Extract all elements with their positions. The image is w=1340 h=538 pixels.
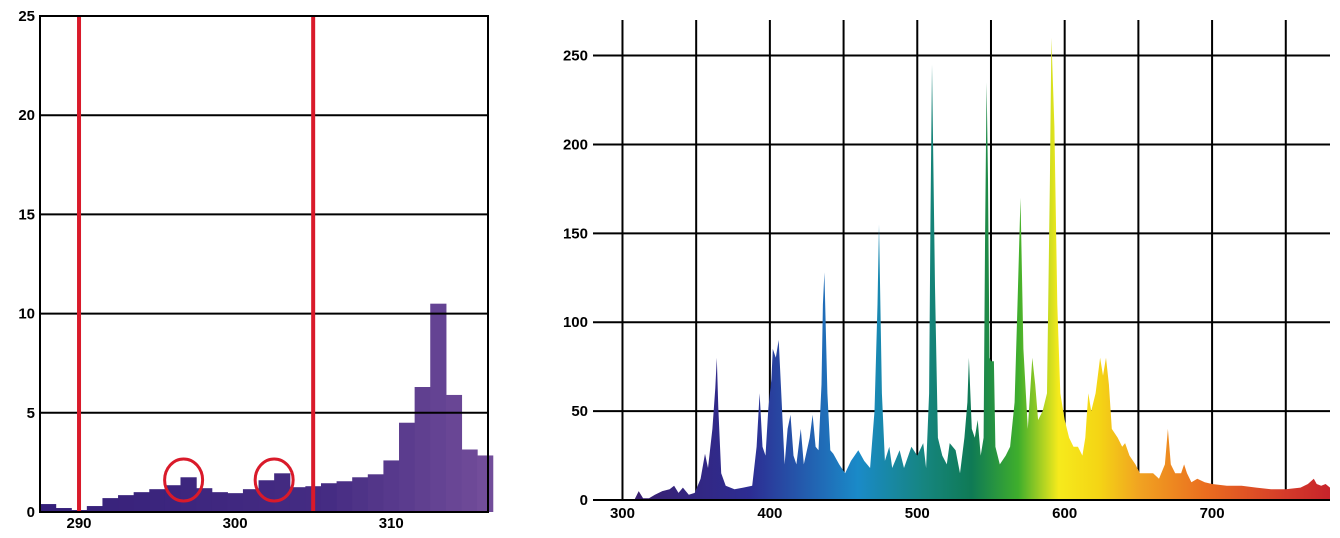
y-tick-label: 0 bbox=[580, 492, 588, 509]
y-tick-label: 10 bbox=[18, 306, 35, 323]
y-tick-label: 50 bbox=[571, 403, 588, 420]
histogram-bar bbox=[180, 477, 197, 512]
histogram-bar bbox=[461, 449, 478, 512]
left-chart-y-tick-labels: 0 5 10 15 20 25 bbox=[18, 8, 35, 521]
histogram-bar bbox=[196, 488, 213, 512]
left-histogram-chart: 0 5 10 15 20 25 290 300 310 bbox=[18, 8, 494, 532]
y-tick-label: 200 bbox=[563, 136, 588, 153]
x-tick-label: 500 bbox=[905, 505, 930, 522]
histogram-bar bbox=[477, 455, 494, 512]
histogram-bar bbox=[352, 477, 369, 512]
right-chart-gridlines bbox=[593, 20, 1330, 501]
histogram-bar bbox=[367, 474, 385, 512]
histogram-bar bbox=[55, 508, 72, 512]
right-chart-x-tick-labels: 300 400 500 600 700 bbox=[610, 505, 1225, 522]
histogram-bar bbox=[289, 487, 306, 512]
histogram-bar bbox=[320, 483, 338, 512]
y-tick-label: 100 bbox=[563, 314, 588, 331]
y-tick-label: 20 bbox=[18, 107, 35, 124]
left-chart-frame bbox=[39, 15, 489, 513]
histogram-bar bbox=[445, 394, 463, 512]
x-tick-label: 600 bbox=[1052, 505, 1077, 522]
right-spectrum-chart: 0 50 100 150 200 250 300 400 500 600 700 bbox=[563, 20, 1330, 522]
histogram-bar bbox=[40, 504, 57, 512]
histogram-bar bbox=[118, 495, 135, 512]
left-chart-highlight-circles bbox=[163, 457, 295, 503]
left-chart-x-tick-labels: 290 300 310 bbox=[67, 515, 404, 532]
highlight-circle bbox=[253, 457, 295, 503]
histogram-bar bbox=[149, 489, 166, 512]
left-chart-reference-lines bbox=[77, 16, 316, 512]
y-tick-label: 0 bbox=[27, 504, 35, 521]
x-tick-label: 300 bbox=[610, 505, 635, 522]
x-tick-label: 310 bbox=[379, 515, 404, 532]
y-tick-label: 15 bbox=[18, 206, 35, 223]
histogram-bar bbox=[430, 303, 447, 512]
right-chart-y-tick-labels: 0 50 100 150 200 250 bbox=[563, 48, 588, 509]
histogram-bar bbox=[227, 493, 244, 512]
y-tick-label: 5 bbox=[27, 405, 35, 422]
histogram-bar bbox=[383, 460, 400, 512]
left-histogram-bars bbox=[40, 303, 494, 512]
y-tick-label: 150 bbox=[563, 225, 588, 242]
histogram-bar bbox=[102, 498, 119, 512]
histogram-bar bbox=[414, 387, 431, 512]
histogram-bar bbox=[258, 480, 275, 512]
histogram-bar bbox=[86, 506, 104, 512]
y-tick-label: 250 bbox=[563, 48, 588, 65]
x-tick-label: 400 bbox=[757, 505, 782, 522]
x-tick-label: 290 bbox=[67, 515, 92, 532]
histogram-bar bbox=[211, 492, 228, 512]
spectrum-area bbox=[629, 37, 1330, 501]
highlight-circle bbox=[163, 457, 205, 503]
y-tick-label: 25 bbox=[18, 8, 35, 25]
x-tick-label: 700 bbox=[1200, 505, 1225, 522]
histogram-bar bbox=[133, 492, 150, 512]
histogram-bar bbox=[399, 422, 416, 512]
x-tick-label: 300 bbox=[223, 515, 248, 532]
histogram-bar bbox=[242, 489, 260, 512]
histogram-bar bbox=[274, 473, 291, 512]
histogram-bar bbox=[336, 481, 353, 512]
